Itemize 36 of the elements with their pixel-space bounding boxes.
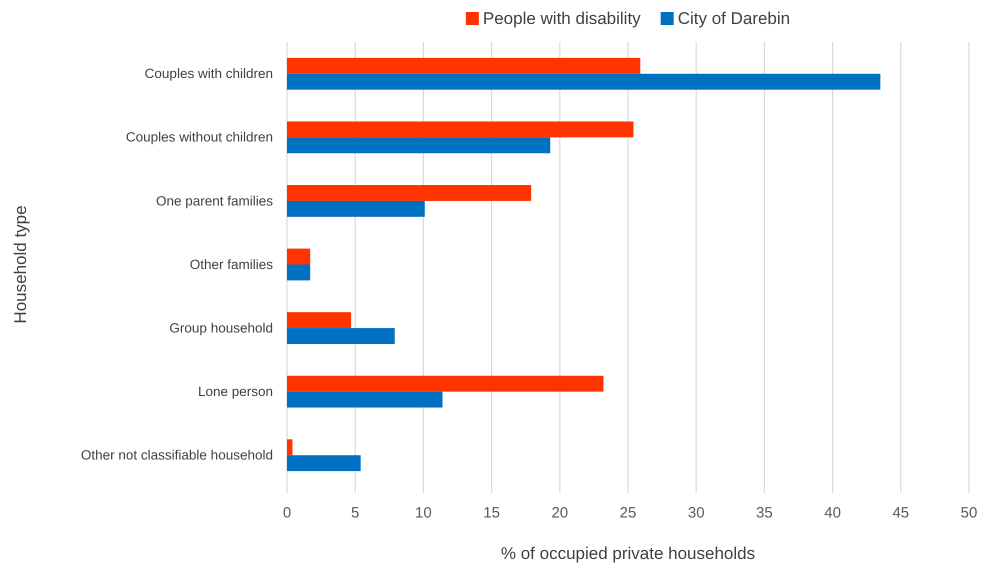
- bar: [287, 264, 310, 280]
- x-tick-label: 25: [620, 504, 636, 522]
- x-tick-label: 35: [756, 504, 773, 522]
- bar: [287, 58, 640, 74]
- bar: [287, 121, 634, 138]
- x-tick-label: 5: [351, 504, 360, 522]
- x-axis-title: % of occupied private households: [500, 544, 756, 563]
- x-tick-label: 50: [960, 504, 978, 522]
- x-tick-label: 0: [282, 504, 292, 522]
- y-tick-label: One parent families: [156, 193, 274, 208]
- x-tick-label: 20: [551, 504, 568, 522]
- bar: [287, 248, 310, 264]
- bar: [287, 200, 425, 217]
- bar: [287, 312, 352, 328]
- bar: [287, 455, 361, 472]
- legend-label: People with disability: [482, 9, 642, 28]
- y-tick-label: Other not classifiable household: [80, 448, 273, 463]
- y-axis-title: Household type: [11, 205, 30, 324]
- bar: [287, 328, 395, 344]
- bar: [287, 392, 442, 408]
- x-tick-label: 10: [415, 504, 432, 522]
- y-tick-label: Group household: [169, 320, 273, 336]
- y-tick-label: Other families: [190, 256, 274, 272]
- legend-label: City of Darebin: [678, 9, 790, 28]
- y-tick-label: Couples with children: [144, 66, 273, 82]
- x-tick-label: 30: [688, 504, 705, 522]
- bar: [287, 439, 292, 456]
- bar: [287, 137, 550, 154]
- x-tick-label: 40: [824, 504, 841, 522]
- bar: [287, 376, 604, 392]
- x-tick-label: 15: [483, 504, 500, 522]
- bar: [287, 74, 880, 90]
- y-tick-label: Couples without children: [126, 130, 273, 145]
- bar: [287, 185, 532, 201]
- x-tick-label: 45: [892, 504, 910, 522]
- y-tick-label: Lone person: [198, 384, 273, 399]
